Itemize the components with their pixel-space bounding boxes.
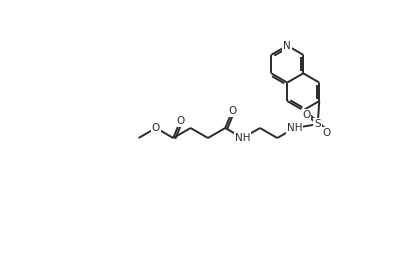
Text: O: O xyxy=(176,116,184,126)
Text: O: O xyxy=(152,123,160,133)
Text: O: O xyxy=(228,106,236,116)
Text: N: N xyxy=(283,41,291,51)
Text: NH: NH xyxy=(287,123,302,133)
Text: S: S xyxy=(314,119,321,129)
Text: O: O xyxy=(302,110,310,120)
Text: NH: NH xyxy=(235,133,250,143)
Text: O: O xyxy=(323,128,331,138)
